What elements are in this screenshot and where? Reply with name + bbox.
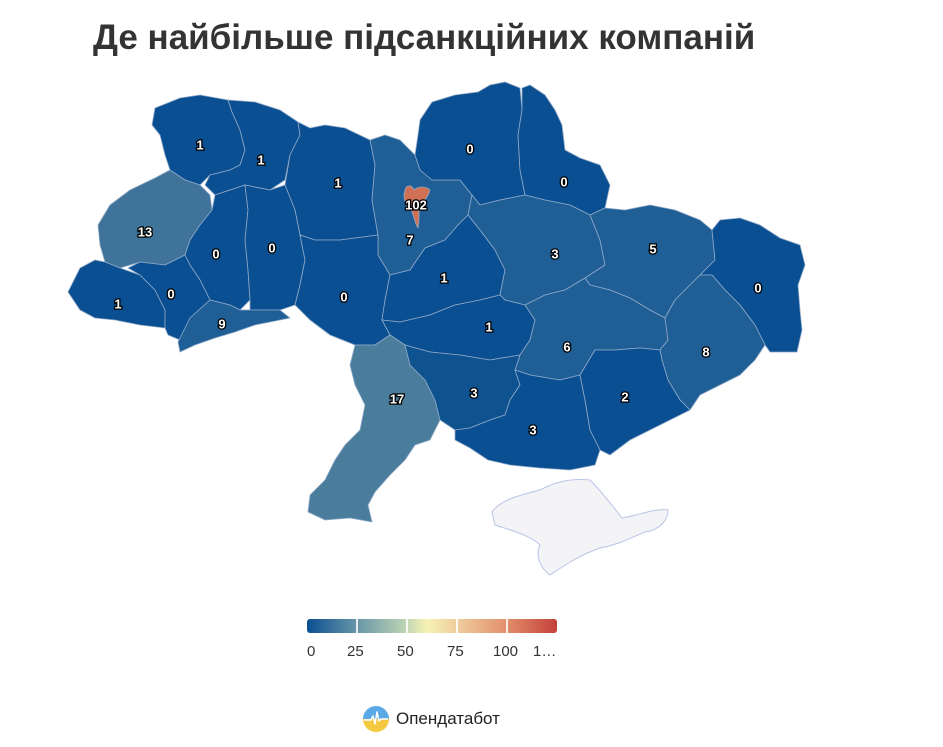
label-dnipropetrovska: 6 (563, 340, 570, 355)
label-odeska: 17 (390, 392, 404, 407)
label-khmelnytska: 0 (268, 241, 275, 256)
brand-name: Опендатабот (396, 709, 500, 728)
label-sumska: 0 (560, 175, 567, 190)
label-chernivetska: 9 (218, 317, 225, 332)
label-mykolaivska: 3 (470, 386, 477, 401)
label-zhytomyrska: 1 (334, 176, 341, 191)
region-crimea[interactable] (491, 479, 669, 576)
region-zhytomyrska[interactable] (284, 121, 379, 241)
label-rivnenska: 1 (257, 153, 264, 168)
legend-tick (356, 619, 358, 633)
region-zaporizka[interactable] (579, 347, 691, 456)
color-legend: 0 25 50 75 100 1… (307, 619, 557, 663)
region-kyiv-city[interactable] (403, 185, 431, 229)
label-kyiv-city: 102 (405, 198, 427, 213)
region-sumska[interactable] (517, 84, 611, 216)
label-donetska: 8 (702, 345, 709, 360)
legend-labels: 0 25 50 75 100 1… (307, 643, 557, 663)
region-chernivetska[interactable] (177, 299, 291, 353)
legend-label: 100 (493, 643, 519, 660)
page-title: Де найбільше підсанкційних компаній (93, 18, 756, 57)
label-zaporizka: 2 (621, 390, 628, 405)
label-zakarpatska: 1 (114, 297, 121, 312)
label-cherkaska: 1 (440, 271, 447, 286)
label-ternopilska: 0 (212, 247, 219, 262)
legend-gradient-bar (307, 619, 557, 633)
legend-tick (456, 619, 458, 633)
legend-label: 50 (397, 643, 414, 660)
brand-logo: Опендатабот (362, 705, 500, 733)
label-kyivska: 7 (406, 233, 413, 248)
opendatabot-logo-icon (363, 706, 389, 732)
legend-label: 75 (447, 643, 464, 660)
label-poltavska: 3 (551, 247, 558, 262)
label-chernihivska: 0 (466, 142, 473, 157)
legend-tick (406, 619, 408, 633)
ukraine-choropleth-map: 1 1 1 7 102 0 0 13 0 0 0 1 3 5 0 1 0 9 1… (67, 81, 806, 576)
legend-label: 0 (307, 643, 316, 660)
legend-tick (506, 619, 508, 633)
label-vinnytska: 0 (340, 290, 347, 305)
label-volynska: 1 (196, 138, 203, 153)
label-kharkivska: 5 (649, 242, 656, 257)
label-kirovohradska: 1 (485, 320, 492, 335)
legend-label: 25 (347, 643, 364, 660)
label-luhanska: 0 (754, 281, 761, 296)
label-khersonska: 3 (529, 423, 536, 438)
label-lvivska: 13 (138, 225, 152, 240)
legend-label: 1… (533, 643, 557, 660)
label-ivano-frankivska: 0 (167, 287, 174, 302)
